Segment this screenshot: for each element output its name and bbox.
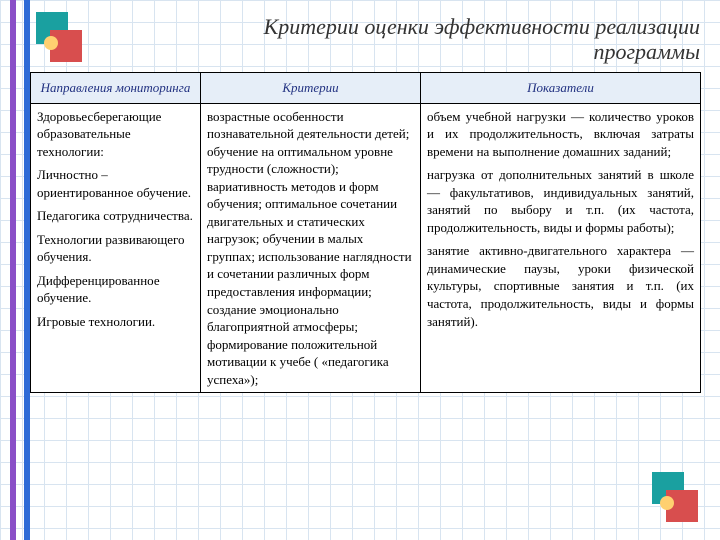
header-col-3: Показатели xyxy=(421,73,701,104)
cell-indicators: объем учебной нагрузки — количество урок… xyxy=(421,103,701,393)
directions-p1: Здоровьесберегающие образовательные техн… xyxy=(37,108,194,161)
title-line-1: Критерии оценки эффективности реализации xyxy=(264,14,700,39)
cell-directions: Здоровьесберегающие образовательные техн… xyxy=(31,103,201,393)
directions-p3: Педагогика сотрудничества. xyxy=(37,207,194,225)
table-row: Здоровьесберегающие образовательные техн… xyxy=(31,103,701,393)
directions-p4: Технологии развивающего обучения. xyxy=(37,231,194,266)
indicators-p3: занятие активно-двигательного характера … xyxy=(427,242,694,330)
title-line-2: программы xyxy=(593,39,700,64)
criteria-table: Направления мониторинга Критерии Показат… xyxy=(30,72,701,393)
directions-p6: Игровые технологии. xyxy=(37,313,194,331)
directions-p2: Личностно – ориентированное обучение. xyxy=(37,166,194,201)
logo-bottom xyxy=(652,472,700,532)
logo-top xyxy=(36,12,84,72)
header-col-2: Критерии xyxy=(201,73,421,104)
indicators-p2: нагрузка от дополнительных занятий в шко… xyxy=(427,166,694,236)
directions-p5: Дифференцированное обучение. xyxy=(37,272,194,307)
header-col-1: Направления мониторинга xyxy=(31,73,201,104)
slide-title: Критерии оценки эффективности реализации… xyxy=(150,14,700,65)
indicators-p1: объем учебной нагрузки — количество урок… xyxy=(427,108,694,161)
table-header-row: Направления мониторинга Критерии Показат… xyxy=(31,73,701,104)
cell-criteria: возрастные особенности познавательной де… xyxy=(201,103,421,393)
